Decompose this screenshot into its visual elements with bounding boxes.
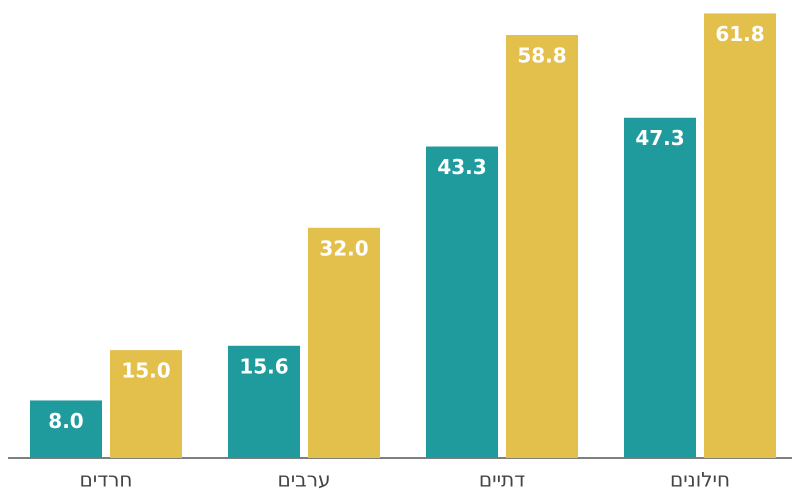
value-label: 8.0 — [48, 409, 83, 433]
x-tick-label: ערבים — [277, 468, 330, 490]
bar — [426, 146, 498, 458]
bar — [228, 345, 300, 458]
x-tick-label: דתיים — [479, 468, 525, 490]
x-tick-label: חילונים — [670, 468, 730, 490]
bar — [308, 227, 380, 458]
value-label: 15.0 — [121, 359, 170, 383]
value-label: 47.3 — [635, 126, 684, 150]
bar — [30, 400, 102, 458]
value-label: 61.8 — [715, 22, 764, 46]
bar — [624, 117, 696, 458]
bar — [110, 350, 182, 458]
bar — [506, 35, 578, 459]
value-label: 32.0 — [319, 236, 368, 260]
x-tick-label: חרדים — [79, 468, 132, 490]
value-label: 43.3 — [437, 155, 486, 179]
value-label: 58.8 — [517, 44, 566, 68]
bar — [704, 13, 776, 458]
value-label: 15.6 — [239, 354, 288, 378]
